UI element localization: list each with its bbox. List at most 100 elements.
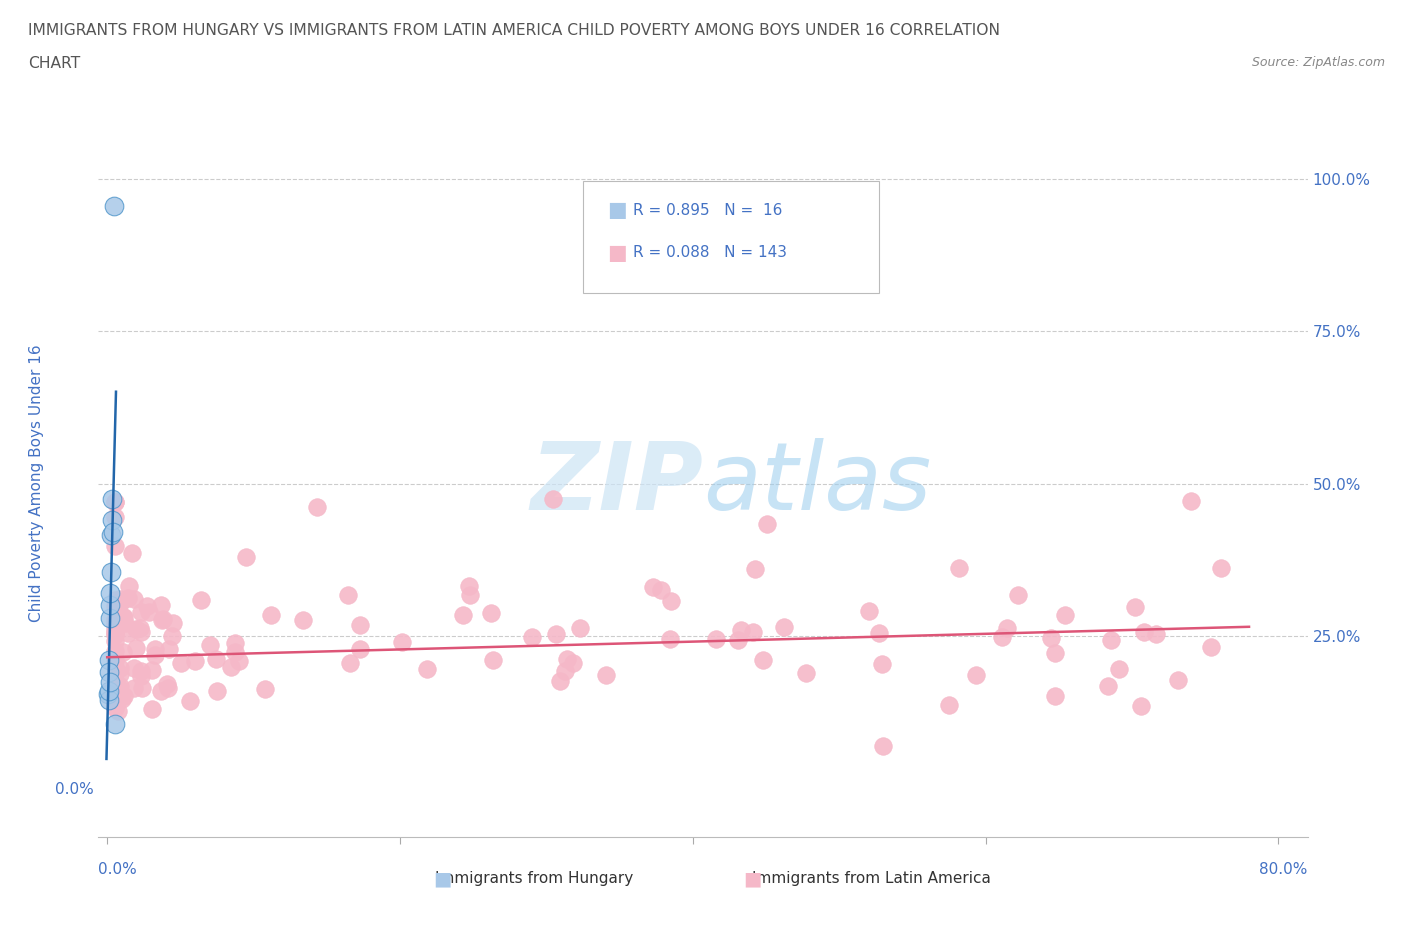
Point bbox=[1133, 624, 1156, 639]
Point bbox=[1099, 633, 1122, 648]
Text: ■: ■ bbox=[607, 200, 627, 220]
Text: ■: ■ bbox=[607, 243, 627, 263]
Point bbox=[100, 528, 122, 543]
Point bbox=[125, 622, 148, 637]
Point bbox=[1007, 588, 1029, 603]
Point bbox=[136, 599, 159, 614]
Point bbox=[117, 591, 139, 605]
Text: Immigrants from Latin America: Immigrants from Latin America bbox=[752, 871, 991, 886]
Text: ZIP: ZIP bbox=[530, 438, 703, 529]
Point bbox=[562, 656, 585, 671]
Point bbox=[101, 525, 124, 539]
Point bbox=[107, 596, 129, 611]
Point bbox=[118, 578, 141, 593]
Point bbox=[112, 610, 135, 625]
Point bbox=[141, 662, 163, 677]
Point bbox=[104, 625, 127, 640]
Text: CHART: CHART bbox=[28, 56, 80, 71]
Point bbox=[755, 517, 778, 532]
Point bbox=[97, 693, 120, 708]
Text: 0.0%: 0.0% bbox=[98, 862, 138, 877]
Point bbox=[228, 654, 250, 669]
Point bbox=[219, 660, 242, 675]
Point bbox=[103, 672, 125, 687]
Point bbox=[103, 618, 125, 632]
Point bbox=[224, 644, 246, 659]
Point bbox=[965, 667, 987, 682]
Point bbox=[1043, 645, 1066, 660]
Text: 80.0%: 80.0% bbox=[1260, 862, 1308, 877]
Point bbox=[184, 653, 207, 668]
Point bbox=[541, 491, 564, 506]
Point bbox=[103, 592, 125, 607]
Text: Immigrants from Hungary: Immigrants from Hungary bbox=[434, 871, 634, 886]
Point bbox=[112, 609, 135, 624]
Point bbox=[170, 656, 193, 671]
Point bbox=[143, 647, 166, 662]
Point bbox=[1199, 640, 1222, 655]
Point bbox=[112, 644, 135, 659]
Point bbox=[97, 684, 120, 698]
Point bbox=[103, 612, 125, 627]
Point bbox=[124, 591, 146, 606]
Point bbox=[997, 621, 1019, 636]
Point bbox=[520, 630, 543, 644]
Point bbox=[643, 579, 665, 594]
Point bbox=[104, 684, 127, 699]
Text: ■: ■ bbox=[433, 870, 453, 888]
Point bbox=[114, 616, 136, 631]
Point bbox=[595, 668, 617, 683]
Point bbox=[110, 595, 132, 610]
Point bbox=[794, 666, 817, 681]
Point bbox=[108, 681, 131, 696]
Point bbox=[103, 625, 125, 640]
Point bbox=[108, 591, 131, 606]
Point bbox=[103, 494, 125, 509]
Point bbox=[103, 628, 125, 643]
Point bbox=[121, 546, 143, 561]
Point bbox=[458, 587, 481, 602]
Point bbox=[100, 586, 122, 601]
Point bbox=[131, 625, 153, 640]
Point bbox=[129, 620, 152, 635]
Point bbox=[1129, 698, 1152, 713]
Point bbox=[305, 499, 328, 514]
Point bbox=[129, 604, 152, 619]
Point bbox=[727, 633, 749, 648]
Point bbox=[103, 622, 125, 637]
Text: R = 0.895   N =  16: R = 0.895 N = 16 bbox=[633, 203, 782, 218]
Point bbox=[98, 665, 121, 680]
Point bbox=[190, 592, 212, 607]
Point bbox=[858, 604, 880, 618]
Point bbox=[548, 673, 571, 688]
Point bbox=[453, 607, 475, 622]
Point bbox=[104, 598, 127, 613]
Point bbox=[103, 644, 125, 658]
Point bbox=[110, 660, 132, 675]
Point bbox=[122, 681, 145, 696]
Point bbox=[150, 612, 173, 627]
Point bbox=[103, 652, 125, 667]
Point bbox=[179, 694, 201, 709]
Point bbox=[872, 738, 894, 753]
Point bbox=[260, 608, 283, 623]
Point bbox=[131, 681, 153, 696]
Point bbox=[104, 495, 127, 510]
Point bbox=[162, 615, 184, 630]
Point bbox=[156, 681, 179, 696]
Point bbox=[868, 626, 890, 641]
Point bbox=[198, 638, 221, 653]
Point bbox=[97, 686, 120, 701]
Point bbox=[98, 598, 121, 613]
Point bbox=[292, 612, 315, 627]
Point bbox=[948, 561, 970, 576]
Point bbox=[458, 578, 481, 593]
Point bbox=[744, 562, 766, 577]
Y-axis label: Child Poverty Among Boys Under 16: Child Poverty Among Boys Under 16 bbox=[28, 345, 44, 622]
Text: R = 0.088   N = 143: R = 0.088 N = 143 bbox=[633, 246, 787, 260]
Point bbox=[253, 682, 276, 697]
Point bbox=[479, 605, 502, 620]
Point bbox=[416, 662, 439, 677]
Point bbox=[752, 652, 775, 667]
Point bbox=[704, 631, 727, 646]
